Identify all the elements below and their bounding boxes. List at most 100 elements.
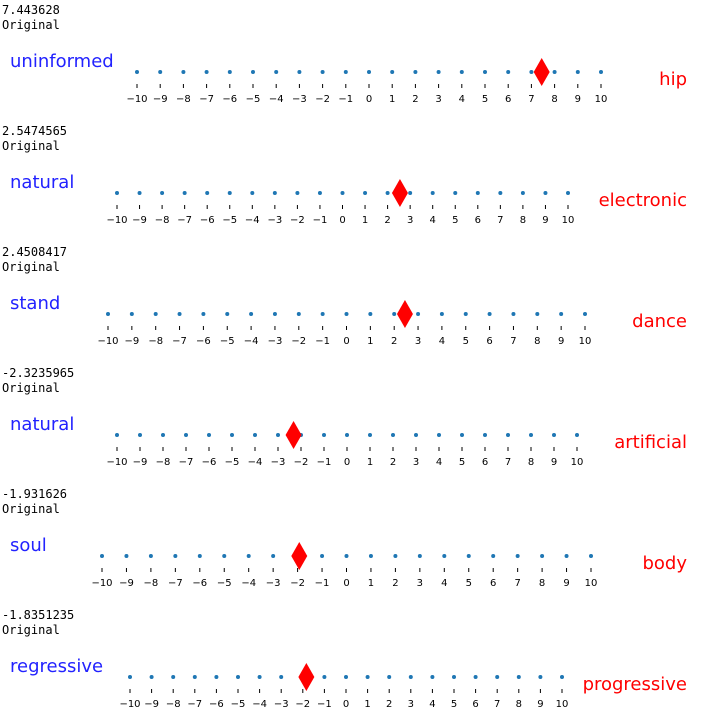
x-tick-label: −8 bbox=[176, 94, 191, 105]
right-pole-word: artificial bbox=[614, 432, 687, 453]
scale-dot bbox=[543, 191, 548, 195]
original-caption: Original bbox=[2, 139, 60, 153]
x-tick-label: 8 bbox=[534, 336, 540, 347]
x-tick-label: 5 bbox=[463, 336, 469, 347]
scale-dot bbox=[368, 433, 372, 437]
scale-dot bbox=[483, 433, 487, 437]
scale-dot bbox=[272, 191, 277, 195]
scale-dot bbox=[135, 70, 139, 74]
left-pole-word: stand bbox=[10, 293, 61, 314]
scale-dot bbox=[463, 312, 468, 316]
scale-dot bbox=[276, 433, 280, 437]
x-tick-label: 2 bbox=[384, 215, 390, 226]
x-tick-label: 10 bbox=[579, 336, 592, 347]
scale-dot bbox=[516, 675, 521, 679]
left-pole-word: natural bbox=[10, 414, 75, 435]
scale-dot bbox=[363, 191, 368, 195]
x-tick-label: −6 bbox=[196, 336, 211, 347]
right-pole-word: dance bbox=[632, 311, 687, 332]
x-tick-label: 4 bbox=[441, 578, 447, 589]
scale-dot bbox=[207, 433, 211, 437]
x-tick-label: −6 bbox=[209, 699, 224, 710]
x-tick-label: 6 bbox=[486, 336, 492, 347]
x-tick-label: 2 bbox=[390, 457, 396, 468]
x-tick-label: −5 bbox=[217, 578, 232, 589]
original-caption: Original bbox=[2, 18, 60, 32]
scale-dot bbox=[236, 675, 240, 679]
scale-dot bbox=[575, 70, 580, 74]
scale-dot bbox=[173, 554, 178, 558]
x-tick-label: 7 bbox=[510, 336, 516, 347]
x-tick-label: 0 bbox=[339, 215, 345, 226]
x-tick-label: −10 bbox=[97, 336, 118, 347]
scale-dot bbox=[345, 433, 349, 437]
scale-dot bbox=[535, 312, 540, 316]
scale-dot bbox=[340, 191, 345, 195]
scale-dot bbox=[559, 312, 564, 316]
scale-dot bbox=[296, 312, 301, 316]
value-readout: 2.4508417 bbox=[2, 245, 68, 259]
x-tick-label: 9 bbox=[537, 699, 543, 710]
scale-dot bbox=[540, 554, 545, 558]
scale-plot: −10 −9 −8 −7 −6 −5 −4 −3 −2 −1 0 1 2 3 4 5 6 7 8 9 10 bbox=[119, 663, 568, 710]
x-tick-label: 6 bbox=[490, 578, 496, 589]
scale-dot bbox=[161, 433, 165, 437]
x-tick-label: −10 bbox=[106, 457, 127, 468]
original-caption: Original bbox=[2, 623, 60, 637]
x-tick-label: 10 bbox=[571, 457, 584, 468]
x-tick-label: 2 bbox=[386, 699, 392, 710]
scale-dot bbox=[230, 433, 234, 437]
x-tick-label: −3 bbox=[268, 336, 283, 347]
x-tick-label: −1 bbox=[317, 457, 332, 468]
x-tick-label: −8 bbox=[166, 699, 181, 710]
x-tick-label: −2 bbox=[294, 457, 309, 468]
x-tick-label: −4 bbox=[252, 699, 267, 710]
x-tick-label: −7 bbox=[187, 699, 202, 710]
scale-dot bbox=[227, 191, 232, 195]
scale-dot bbox=[453, 191, 458, 195]
x-tick-label: 3 bbox=[417, 578, 423, 589]
x-tick-label: −10 bbox=[119, 699, 140, 710]
x-tick-label: 8 bbox=[520, 215, 526, 226]
x-tick-label: 7 bbox=[497, 215, 503, 226]
scale-dot bbox=[367, 70, 371, 74]
scale-dot bbox=[515, 554, 520, 558]
scale-dot bbox=[506, 433, 510, 437]
scale-dot bbox=[297, 70, 302, 74]
x-tick-label: 6 bbox=[482, 457, 488, 468]
scale-dot bbox=[416, 312, 421, 316]
x-tick-label: −2 bbox=[295, 699, 310, 710]
x-tick-label: 4 bbox=[429, 699, 435, 710]
value-marker-diamond bbox=[285, 421, 302, 449]
scale-dot bbox=[436, 70, 441, 74]
scale-dot bbox=[487, 312, 492, 316]
scale-dot bbox=[171, 675, 176, 679]
x-tick-label: 3 bbox=[435, 94, 441, 105]
scale-dot bbox=[158, 70, 163, 74]
x-tick-label: 10 bbox=[595, 94, 608, 105]
scale-dot bbox=[552, 433, 556, 437]
scale-panel-uninformed-hip: 7.443628 Original −10 −9 −8 −7 −6 −5 −4 −3 −2 −1 0… bbox=[0, 0, 708, 121]
x-tick-label: −9 bbox=[124, 336, 139, 347]
x-tick-label: −3 bbox=[292, 94, 307, 105]
x-tick-label: −9 bbox=[132, 215, 147, 226]
scale-dot bbox=[599, 70, 603, 74]
scale-dot bbox=[473, 675, 478, 679]
scale-dot bbox=[560, 675, 564, 679]
scale-dot bbox=[439, 312, 444, 316]
scale-dot bbox=[320, 312, 325, 316]
x-tick-label: 1 bbox=[367, 457, 373, 468]
scale-dot bbox=[197, 554, 202, 558]
scale-panel-regressive-progressive: -1.8351235 Original −10 −9 −8 −7 −6 −5 −4 −3 −2−… bbox=[0, 605, 708, 726]
x-tick-label: 9 bbox=[563, 578, 569, 589]
scale-dot bbox=[124, 554, 129, 558]
x-tick-label: −5 bbox=[225, 457, 240, 468]
scale-dot bbox=[344, 554, 349, 558]
scale-dot bbox=[538, 675, 543, 679]
scale-dot bbox=[466, 554, 471, 558]
x-tick-label: −7 bbox=[172, 336, 187, 347]
scale-dot bbox=[506, 70, 511, 74]
x-tick-label: 5 bbox=[466, 578, 472, 589]
x-tick-label: −5 bbox=[220, 336, 235, 347]
scale-dot bbox=[430, 675, 435, 679]
